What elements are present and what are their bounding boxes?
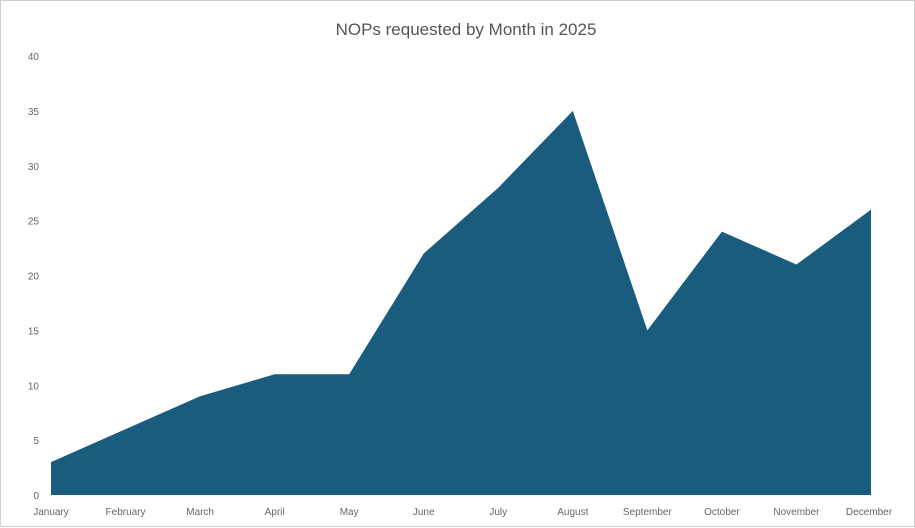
y-axis-ticks: 0 5 10 15 20 25 30 35 40 [28, 52, 40, 502]
y-tick-label: 15 [28, 326, 40, 337]
y-tick-label: 0 [33, 491, 39, 502]
chart-title: NOPs requested by Month in 2025 [336, 20, 597, 39]
x-tick-label: March [186, 507, 214, 518]
x-tick-label: July [489, 507, 507, 518]
y-tick-label: 10 [28, 381, 40, 392]
x-tick-label: April [265, 507, 285, 518]
x-tick-label: January [33, 507, 69, 518]
y-tick-label: 25 [28, 217, 40, 228]
x-tick-label: September [623, 507, 673, 518]
x-tick-label: December [846, 507, 893, 518]
x-tick-label: November [773, 507, 820, 518]
y-tick-label: 35 [28, 107, 40, 118]
x-axis-ticks: January February March April May June July Augu… [33, 507, 893, 518]
area-fill [51, 111, 871, 495]
y-tick-label: 40 [28, 52, 40, 63]
x-tick-label: August [557, 507, 588, 518]
x-tick-label: May [340, 507, 359, 518]
area-series [51, 111, 871, 495]
x-tick-label: June [413, 507, 435, 518]
y-tick-label: 20 [28, 272, 40, 283]
x-tick-label: February [106, 507, 146, 518]
x-tick-label: October [704, 507, 740, 518]
y-tick-label: 5 [33, 436, 39, 447]
y-tick-label: 30 [28, 162, 40, 173]
